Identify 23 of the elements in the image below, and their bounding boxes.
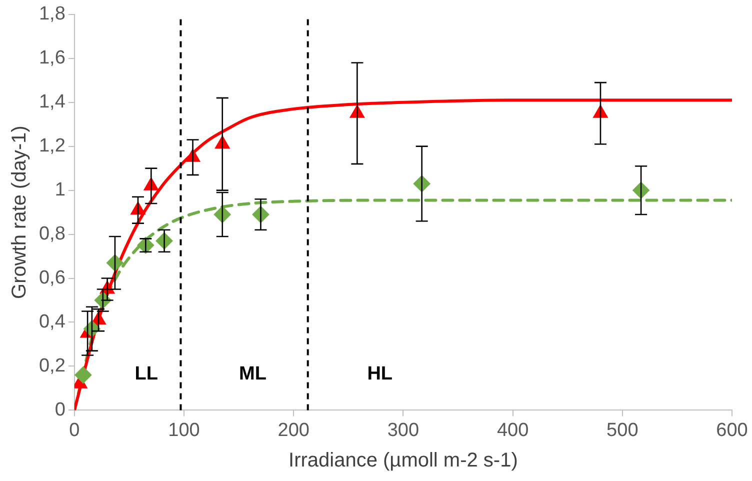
- y-tick-label: 0,2: [38, 355, 66, 376]
- y-axis-title: Growth rate (day-1): [8, 126, 31, 299]
- x-tick-label: 100: [168, 420, 200, 441]
- y-tick-label: 0,6: [38, 268, 66, 288]
- x-tick-label: 300: [387, 420, 420, 441]
- y-tick-label: 1,4: [38, 92, 66, 113]
- annotation: LL: [134, 363, 158, 384]
- annotation: ML: [239, 363, 267, 384]
- x-tick-label: 200: [278, 420, 310, 441]
- x-axis-title: Irradiance (µmoll m-2 s-1): [288, 450, 518, 472]
- x-tick-label: 0: [69, 420, 80, 441]
- y-tick-label: 1,2: [38, 136, 66, 157]
- y-tick-label: 0,4: [38, 311, 66, 332]
- x-tick-label: 400: [496, 420, 529, 441]
- point: [74, 366, 92, 384]
- x-tick-label: 500: [606, 420, 638, 441]
- y-tick-label: 0,8: [38, 224, 66, 245]
- y-tick-label: 1: [54, 180, 66, 201]
- x-tick-label: 600: [716, 420, 748, 441]
- annotation: HL: [367, 363, 393, 384]
- y-tick-label: 0: [54, 399, 66, 420]
- y-tick-label: 1,8: [38, 4, 66, 25]
- y-tick-label: 1,6: [38, 48, 66, 69]
